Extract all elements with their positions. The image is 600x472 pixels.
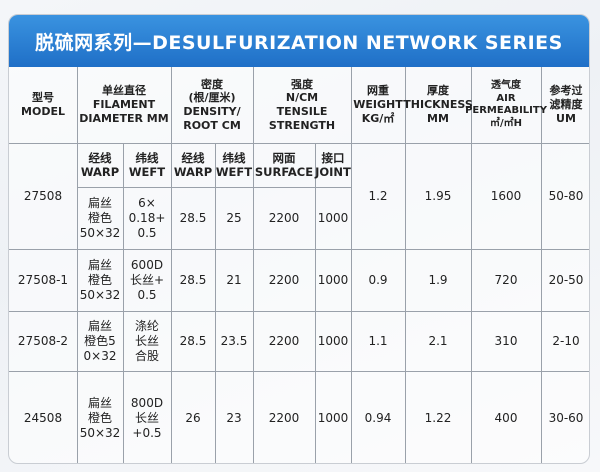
header-filter-precision: 参考过 滤精度 UM (549, 84, 583, 125)
row-1-density-weft: 25 (226, 210, 242, 225)
row-2-density-weft: 21 (226, 272, 242, 287)
row-1-warp: 扁丝 橙色 50×32 (79, 195, 121, 240)
row-4-weft: 800D 长丝 +0.5 (130, 395, 164, 440)
row-3-joint: 1000 (317, 333, 349, 348)
row-3-thickness: 2.1 (428, 333, 448, 348)
row-1-weight: 1.2 (368, 188, 388, 203)
header-strength: 强度 N/CM TENSILE STRENGTH (268, 77, 336, 132)
subheader-density-warp: 经线 WARP (173, 150, 213, 179)
row-4-warp: 扁丝 橙色 50×32 (79, 395, 121, 440)
row-2-model: 27508-1 (17, 272, 69, 287)
subheader-surface: 网面 SURFACE (254, 150, 314, 179)
subheader-joint: 接口 JOINT (315, 150, 351, 179)
row-2-joint: 1000 (317, 272, 349, 287)
row-4-weight: 0.94 (364, 410, 392, 425)
row-4-filter: 30-60 (548, 410, 584, 425)
subheader-warp: 经线 WARP (80, 150, 120, 179)
row-3-air: 310 (494, 333, 518, 348)
row-1-surface: 2200 (268, 210, 300, 225)
row-3-model: 27508-2 (17, 333, 69, 348)
row-3-surface: 2200 (268, 333, 300, 348)
row-1-air: 1600 (490, 188, 522, 203)
header-thickness: 厚度 THICKNESS MM (403, 84, 473, 125)
spec-table-frame: 脱硫网系列—DESULFURIZATION NETWORK SERIES 型号 … (8, 14, 590, 464)
row-3-weft: 涤纶 长丝 合股 (134, 318, 159, 363)
row-3-warp: 扁丝 橙色5 0×32 (83, 318, 117, 363)
row-4-model: 24508 (23, 410, 63, 425)
header-air-permeability: 透气度 AIR PERMEABILITY ㎥/㎡H (465, 80, 547, 129)
row-2-air: 720 (494, 272, 518, 287)
row-2-weft: 600D 长丝+ 0.5 (129, 257, 165, 302)
row-1-density-warp: 28.5 (179, 210, 207, 225)
row-3-density-weft: 23.5 (220, 333, 248, 348)
row-2-weight: 0.9 (368, 272, 388, 287)
row-1-weft: 6× 0.18+ 0.5 (128, 195, 166, 240)
row-1-joint: 1000 (317, 210, 349, 225)
row-2-density-warp: 28.5 (179, 272, 207, 287)
row-3-weight: 1.1 (368, 333, 388, 348)
subheader-weft: 纬线 WEFT (128, 150, 166, 179)
row-4-air: 400 (494, 410, 518, 425)
row-2-warp: 扁丝 橙色 50×32 (79, 257, 121, 302)
subheader-density-weft: 纬线 WEFT (215, 150, 253, 179)
row-4-surface: 2200 (268, 410, 300, 425)
row-1-model: 27508 (23, 188, 63, 203)
header-weight: 网重 WEIGHT KG/㎡ (353, 84, 403, 125)
row-2-thickness: 1.9 (428, 272, 448, 287)
table-title: 脱硫网系列—DESULFURIZATION NETWORK SERIES (9, 15, 589, 67)
row-3-filter: 2-10 (552, 333, 580, 348)
row-4-density-weft: 23 (226, 410, 242, 425)
header-filament: 单丝直径 FILAMENT DIAMETER MM (79, 84, 169, 125)
header-model: 型号 MODEL (21, 91, 65, 118)
header-density: 密度 (根/厘米) DENSITY/ ROOT CM (183, 77, 241, 132)
row-4-joint: 1000 (317, 410, 349, 425)
row-2-filter: 20-50 (548, 272, 584, 287)
row-1-filter: 50-80 (548, 188, 584, 203)
row-2-surface: 2200 (268, 272, 300, 287)
row-4-thickness: 1.22 (424, 410, 452, 425)
row-3-density-warp: 28.5 (179, 333, 207, 348)
spec-table: 型号 MODEL 单丝直径 FILAMENT DIAMETER MM 密度 (根… (9, 67, 589, 463)
row-1-thickness: 1.95 (424, 188, 452, 203)
row-4-density-warp: 26 (185, 410, 201, 425)
